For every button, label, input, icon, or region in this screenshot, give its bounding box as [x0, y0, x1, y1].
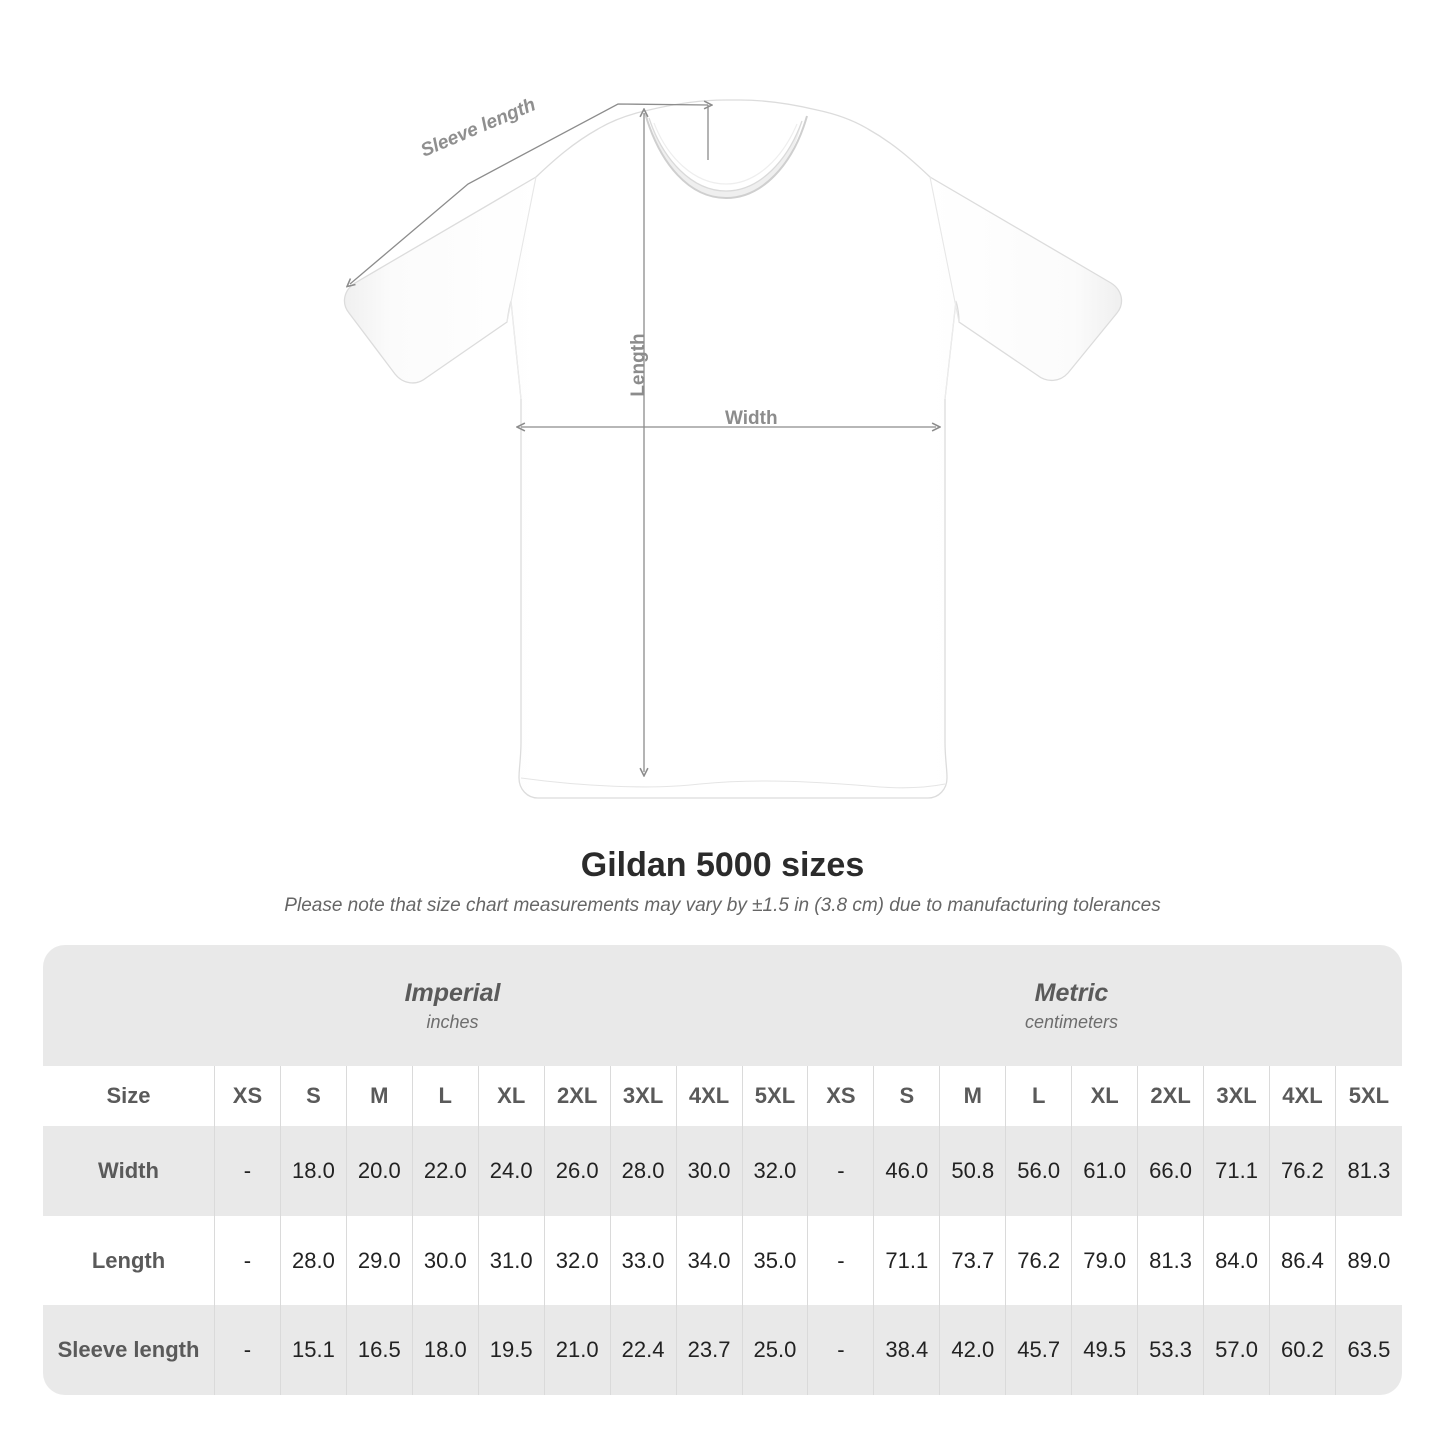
svg-text:Width: Width — [725, 408, 778, 429]
svg-text:Length: Length — [628, 333, 649, 396]
svg-text:Sleeve length: Sleeve length — [418, 94, 539, 161]
